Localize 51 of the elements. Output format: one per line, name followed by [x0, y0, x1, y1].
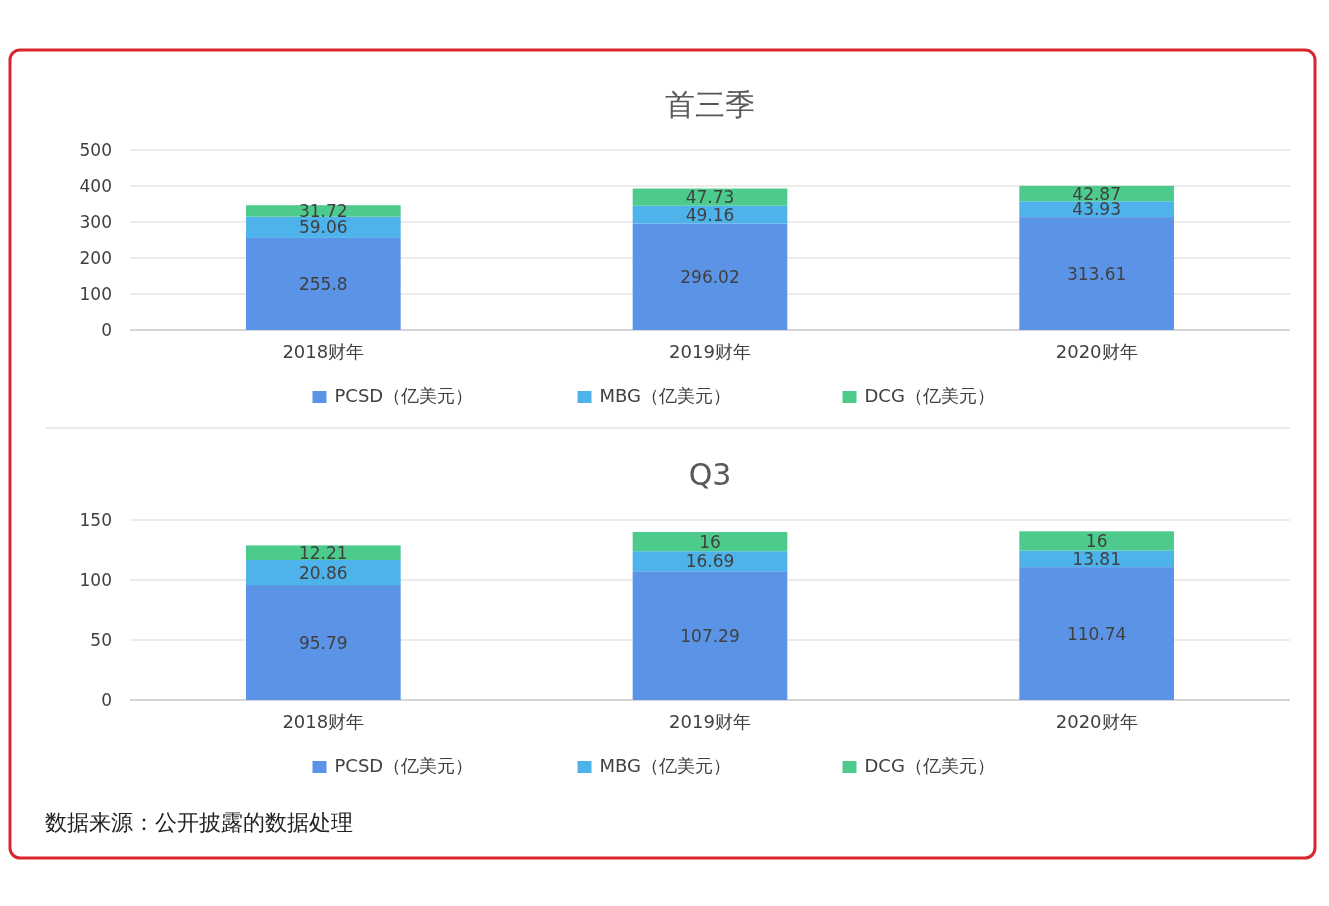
bar	[246, 560, 401, 586]
data-label: 255.8	[299, 273, 348, 294]
y-tick-label: 150	[79, 510, 112, 530]
data-label: 43.93	[1072, 199, 1121, 220]
bar	[632, 188, 788, 206]
x-tick-label: 2018财年	[282, 711, 365, 732]
bar	[632, 532, 788, 552]
bar	[632, 551, 788, 572]
legend-label: MBG（亿美元）	[599, 755, 732, 776]
data-label: 13.81	[1072, 548, 1121, 569]
bar	[246, 237, 401, 330]
legend-label: DCG（亿美元）	[864, 385, 995, 406]
bar	[1019, 531, 1174, 551]
legend-label: PCSD（亿美元）	[334, 755, 474, 776]
data-label: 313.61	[1066, 263, 1127, 284]
data-label: 16.69	[685, 551, 735, 572]
legend-label: DCG（亿美元）	[864, 755, 995, 776]
y-tick-label: 100	[79, 570, 112, 590]
y-tick-label: 50	[90, 630, 112, 650]
x-tick-label: 2020财年	[1055, 341, 1138, 362]
y-tick-label: 400	[79, 176, 112, 196]
data-label: 20.86	[299, 562, 348, 583]
bar	[632, 571, 788, 700]
chart-title: 首三季	[665, 87, 755, 122]
legend-label: PCSD（亿美元）	[334, 385, 474, 406]
y-tick-label: 500	[79, 140, 112, 160]
y-tick-label: 100	[79, 284, 112, 304]
y-tick-label: 0	[101, 690, 112, 710]
x-tick-label: 2020财年	[1055, 711, 1138, 732]
x-tick-label: 2018财年	[282, 341, 365, 362]
y-tick-label: 0	[101, 320, 112, 340]
y-tick-label: 200	[79, 248, 112, 268]
x-tick-label: 2019财年	[669, 711, 751, 732]
data-label: 12.21	[299, 542, 348, 563]
data-label: 95.79	[299, 632, 348, 653]
bar	[246, 585, 401, 700]
y-tick-label: 300	[79, 212, 112, 232]
data-label: 110.74	[1066, 623, 1127, 644]
data-label: 107.29	[680, 625, 740, 646]
bar	[1019, 217, 1174, 330]
bar	[632, 223, 788, 330]
source-note: 数据来源：公开披露的数据处理	[45, 810, 353, 835]
chart-title: Q3	[688, 457, 732, 492]
data-label: 16	[699, 531, 721, 552]
data-label: 296.02	[680, 266, 740, 287]
x-tick-label: 2019财年	[669, 341, 751, 362]
bar	[246, 205, 401, 217]
bar	[1019, 567, 1174, 700]
data-label: 16	[1085, 530, 1108, 551]
bar	[246, 545, 401, 561]
legend-label: MBG（亿美元）	[599, 385, 732, 406]
